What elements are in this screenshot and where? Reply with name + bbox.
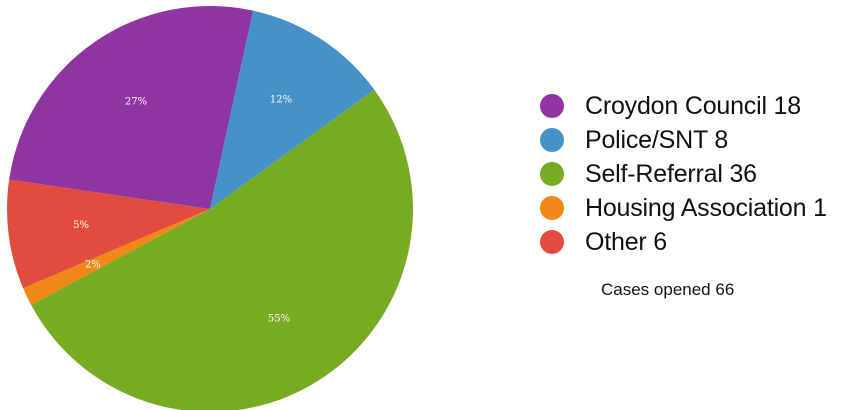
- pie-slice-self-referral: [31, 89, 413, 410]
- pie-slice-other: [6, 179, 210, 289]
- slice-percent-label-police-snt: 12%: [270, 95, 292, 106]
- legend-label-self-referral: Self-Referral 36: [585, 159, 757, 188]
- legend-swatch-police-snt: [540, 128, 564, 152]
- legend-label-police-snt: Police/SNT 8: [585, 125, 729, 154]
- pie-slice-police-snt: [210, 10, 375, 209]
- pie-slice-housing-association: [23, 209, 210, 305]
- legend-label-other: Other 6: [585, 227, 667, 256]
- legend-swatch-self-referral: [540, 162, 564, 186]
- legend-item-housing-association: Housing Association 1: [540, 191, 850, 225]
- cases-opened-total: Cases opened 66: [601, 280, 735, 299]
- legend-label-croydon-council: Croydon Council 18: [585, 91, 801, 120]
- legend-swatch-croydon-council: [540, 94, 564, 118]
- slice-percent-label-self-referral: 55%: [268, 314, 290, 325]
- legend-swatch-other: [540, 230, 564, 254]
- legend-item-self-referral: Self-Referral 36: [540, 157, 850, 191]
- pie-slices: [6, 5, 413, 410]
- legend-swatch-housing-association: [540, 196, 564, 220]
- legend-label-housing-association: Housing Association 1: [585, 193, 827, 222]
- chart-legend: Croydon Council 18 Police/SNT 8 Self-Refer…: [540, 89, 850, 259]
- legend-item-other: Other 6: [540, 225, 850, 259]
- slice-percent-label-croydon-council: 27%: [125, 97, 147, 108]
- slice-percent-label-housing-association: 2%: [85, 260, 101, 271]
- slice-percent-label-other: 5%: [73, 220, 89, 231]
- pie-slice-labels: 55% 2% 5% 27% 12%: [73, 95, 292, 325]
- pie-slice-croydon-council: [9, 5, 254, 209]
- legend-item-police-snt: Police/SNT 8: [540, 123, 850, 157]
- legend-item-croydon-council: Croydon Council 18: [540, 89, 850, 123]
